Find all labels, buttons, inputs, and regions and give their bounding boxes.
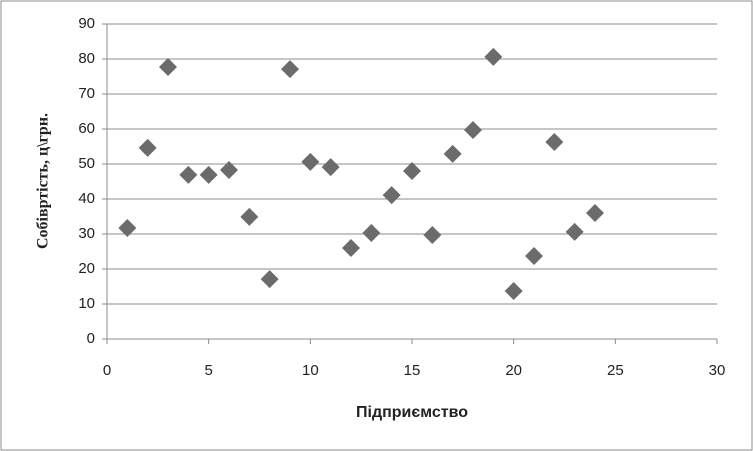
point: [382, 186, 401, 205]
y-tick-label: 40: [78, 190, 95, 207]
y-tick-label: 50: [78, 155, 95, 172]
point: [545, 132, 564, 151]
point: [362, 223, 381, 242]
point: [118, 219, 137, 238]
point: [586, 204, 604, 222]
x-axis-label: Підприємство: [356, 404, 468, 421]
point: [342, 239, 360, 257]
point: [484, 47, 503, 66]
y-tick-label: 20: [78, 260, 95, 277]
point: [179, 165, 198, 184]
point: [464, 121, 482, 140]
x-tick-label: 20: [505, 362, 522, 379]
point: [260, 270, 279, 289]
point: [138, 138, 157, 157]
point: [199, 165, 218, 184]
point: [159, 58, 177, 77]
point: [301, 152, 320, 171]
point: [240, 207, 259, 226]
y-tick-label: 0: [87, 330, 95, 347]
point: [220, 160, 238, 179]
point: [504, 282, 523, 301]
point: [321, 158, 340, 177]
point: [525, 247, 543, 266]
point: [423, 226, 442, 245]
x-tick-label: 10: [302, 362, 319, 379]
y-tick-label: 30: [78, 225, 95, 242]
x-tick-label: 30: [709, 362, 726, 379]
y-tick-label: 60: [78, 120, 95, 137]
point: [403, 162, 421, 180]
y-axis-label: Собівртість, ц\грн.: [35, 113, 52, 249]
y-tick-label: 80: [78, 50, 95, 67]
x-tick-label: 25: [607, 362, 624, 379]
x-tick-label: 15: [404, 362, 421, 379]
x-tick-label: 0: [103, 362, 111, 379]
y-tick-label: 10: [78, 295, 95, 312]
y-tick-label: 70: [78, 85, 95, 102]
point: [565, 222, 584, 241]
x-tick-label: 5: [204, 362, 212, 379]
y-tick-label: 90: [78, 15, 95, 32]
point: [281, 60, 299, 79]
point: [443, 144, 462, 163]
